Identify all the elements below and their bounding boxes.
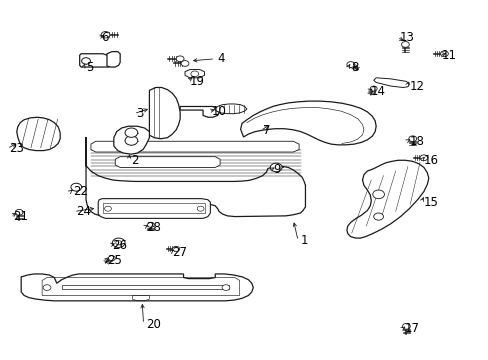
Text: 22: 22 [73,185,88,198]
Polygon shape [240,101,375,145]
Circle shape [71,183,81,191]
Polygon shape [115,157,220,167]
Circle shape [373,213,383,220]
Circle shape [369,86,376,91]
Circle shape [147,222,154,227]
Text: 16: 16 [423,154,438,167]
Text: 11: 11 [441,49,456,62]
Circle shape [190,71,198,77]
Text: 9: 9 [272,163,280,176]
Circle shape [104,206,111,211]
Text: 13: 13 [399,31,414,44]
Circle shape [440,51,447,57]
Circle shape [172,246,179,251]
Polygon shape [80,54,109,67]
Circle shape [125,136,138,145]
Text: 5: 5 [86,60,93,73]
Circle shape [43,285,51,291]
Text: 2: 2 [131,154,139,167]
Text: 14: 14 [369,85,385,98]
Text: 24: 24 [76,205,91,218]
Text: 10: 10 [211,105,226,118]
Polygon shape [184,69,204,78]
Circle shape [419,155,427,161]
Circle shape [81,58,90,64]
Text: 4: 4 [217,52,224,65]
Polygon shape [214,104,246,114]
Polygon shape [107,51,120,67]
Text: 27: 27 [172,246,187,259]
Circle shape [176,56,183,62]
Polygon shape [149,87,180,139]
Text: 21: 21 [13,210,28,223]
Circle shape [112,238,125,247]
Text: 18: 18 [408,135,423,148]
Circle shape [402,323,409,329]
Polygon shape [346,160,428,238]
Circle shape [222,285,229,291]
Polygon shape [114,126,149,154]
Circle shape [346,62,354,67]
Text: 7: 7 [263,124,270,138]
Text: 25: 25 [107,254,122,267]
Circle shape [181,60,188,66]
Circle shape [108,256,115,261]
Text: 17: 17 [404,322,419,335]
Polygon shape [373,78,408,87]
Text: 8: 8 [350,60,357,73]
Text: 19: 19 [189,75,204,88]
Circle shape [270,163,282,172]
Text: 3: 3 [136,107,143,120]
Polygon shape [21,274,253,301]
Text: 1: 1 [300,234,307,247]
Polygon shape [17,117,60,150]
Text: 26: 26 [112,239,126,252]
Text: 28: 28 [146,221,161,234]
Text: 20: 20 [146,318,161,331]
Text: 15: 15 [423,196,438,209]
Text: 12: 12 [408,80,424,93]
Circle shape [197,206,203,211]
Circle shape [101,32,110,38]
Text: 6: 6 [101,31,108,44]
Polygon shape [180,107,219,117]
Polygon shape [91,141,299,152]
Polygon shape [86,137,305,217]
Circle shape [15,210,23,215]
Polygon shape [98,199,210,219]
Circle shape [372,190,384,199]
Circle shape [125,128,138,137]
Circle shape [408,136,416,141]
Circle shape [116,240,122,245]
Text: 23: 23 [9,142,24,155]
Circle shape [401,41,408,47]
